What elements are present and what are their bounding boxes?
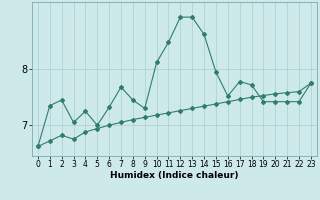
X-axis label: Humidex (Indice chaleur): Humidex (Indice chaleur) <box>110 171 239 180</box>
